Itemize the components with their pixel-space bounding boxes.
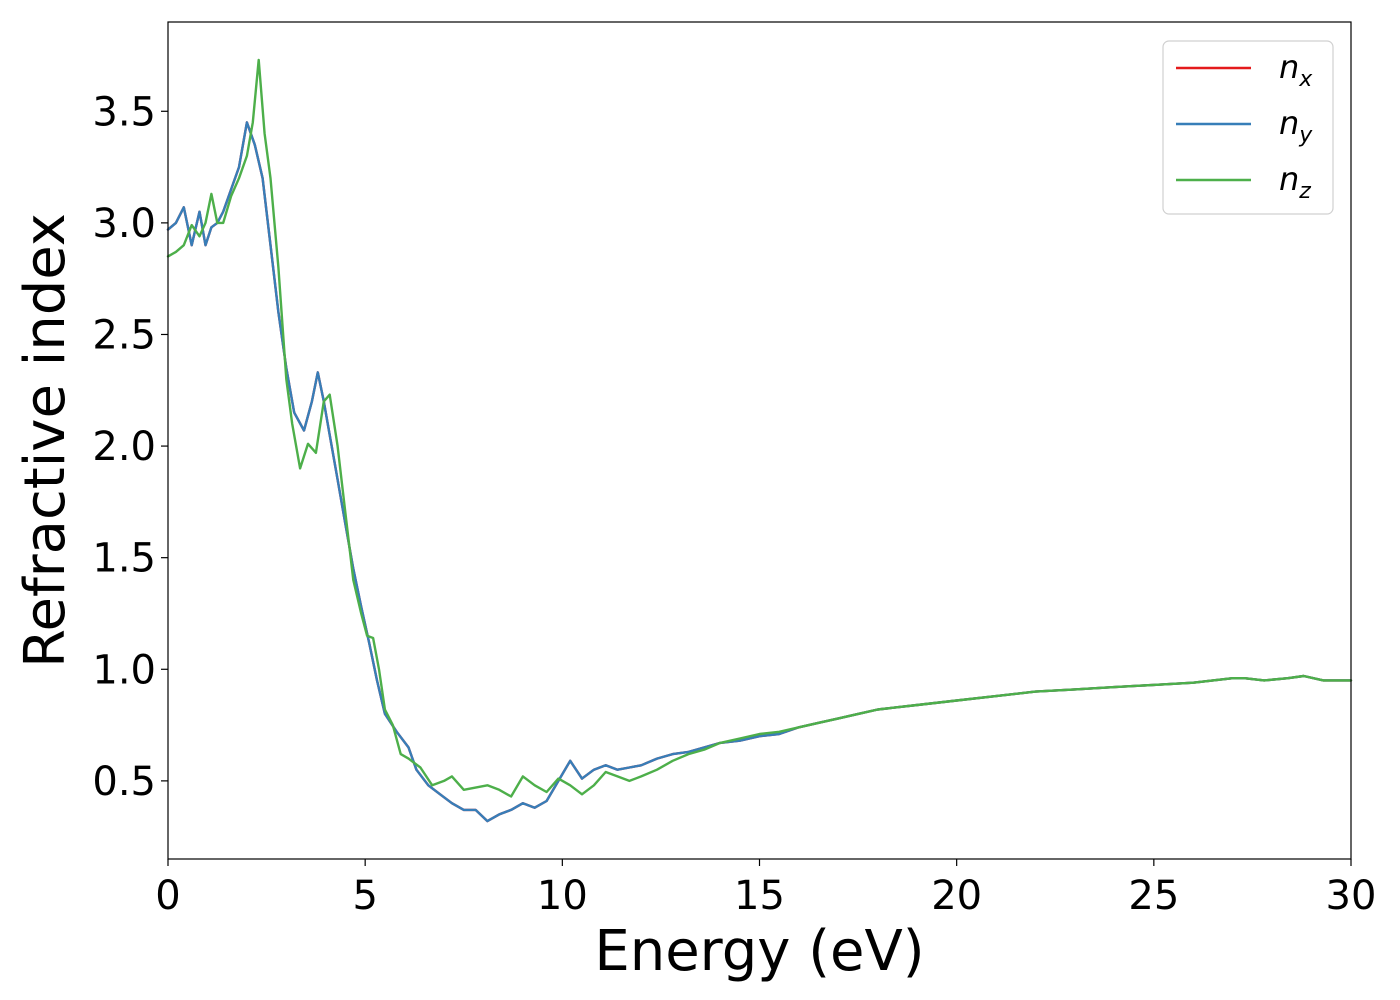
series-layer (166, 58, 1353, 823)
legend-label-z: nz (1279, 160, 1311, 204)
x-tick-label: 25 (1128, 873, 1179, 919)
x-tick-label: 30 (1326, 873, 1377, 919)
y-tick-label: 1.0 (92, 647, 156, 693)
x-tick-label: 10 (537, 873, 588, 919)
y-tick-label: 2.5 (92, 312, 156, 358)
x-tick-label: 5 (352, 873, 377, 919)
y-tick-label: 3.0 (92, 201, 156, 247)
y-tick-label: 3.5 (92, 89, 156, 135)
legend-label-y: ny (1279, 104, 1313, 148)
x-axis-title: Energy (eV) (594, 919, 924, 984)
legend-label-x: nx (1279, 48, 1313, 92)
x-tick-label: 15 (734, 873, 785, 919)
y-tick-label: 1.5 (92, 536, 156, 582)
y-axis-title: Refractive index (13, 213, 78, 668)
legend: nx ny nz (1162, 40, 1334, 215)
y-tick-label: 2.0 (92, 424, 156, 470)
x-tick-label: 20 (931, 873, 982, 919)
series-line-z (166, 58, 1353, 798)
y-tick-label: 0.5 (92, 759, 156, 805)
legend-box (1162, 40, 1334, 215)
x-tick-label: 0 (155, 873, 180, 919)
ticks-layer: 0 5 10 15 20 25 30 0.5 1.0 1.5 2.0 2.5 3.0 3.5 (92, 89, 1376, 919)
